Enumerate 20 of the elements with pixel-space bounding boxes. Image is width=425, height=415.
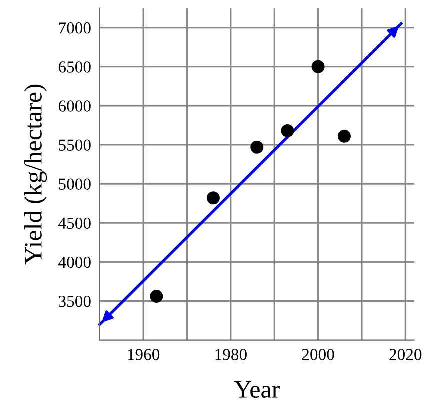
y-tick-label: 5500	[59, 140, 91, 151]
point	[206, 192, 220, 205]
point	[150, 290, 164, 304]
y-tick-label: 5000	[59, 178, 91, 190]
x-axis-title: Year	[234, 381, 280, 398]
y-tick-label: 7000	[59, 22, 91, 34]
point	[338, 130, 351, 143]
y-tick-label: 3500	[59, 296, 91, 308]
y-tick-label: 6000	[58, 100, 91, 112]
point	[250, 140, 264, 154]
x-tick-label: 1960	[128, 349, 160, 360]
x-tick-label: 2000	[302, 349, 334, 360]
x-tick-label: 2020	[390, 349, 422, 360]
y-tick-label: 4500	[58, 218, 91, 230]
y-tick-label: 4000	[58, 256, 91, 268]
point	[281, 124, 294, 138]
y-tick-label: 6500	[58, 62, 91, 73]
point	[312, 60, 325, 74]
y-axis-title: Yield (kg/hectare)	[24, 84, 48, 265]
x-tick-label: 1980	[216, 349, 247, 360]
